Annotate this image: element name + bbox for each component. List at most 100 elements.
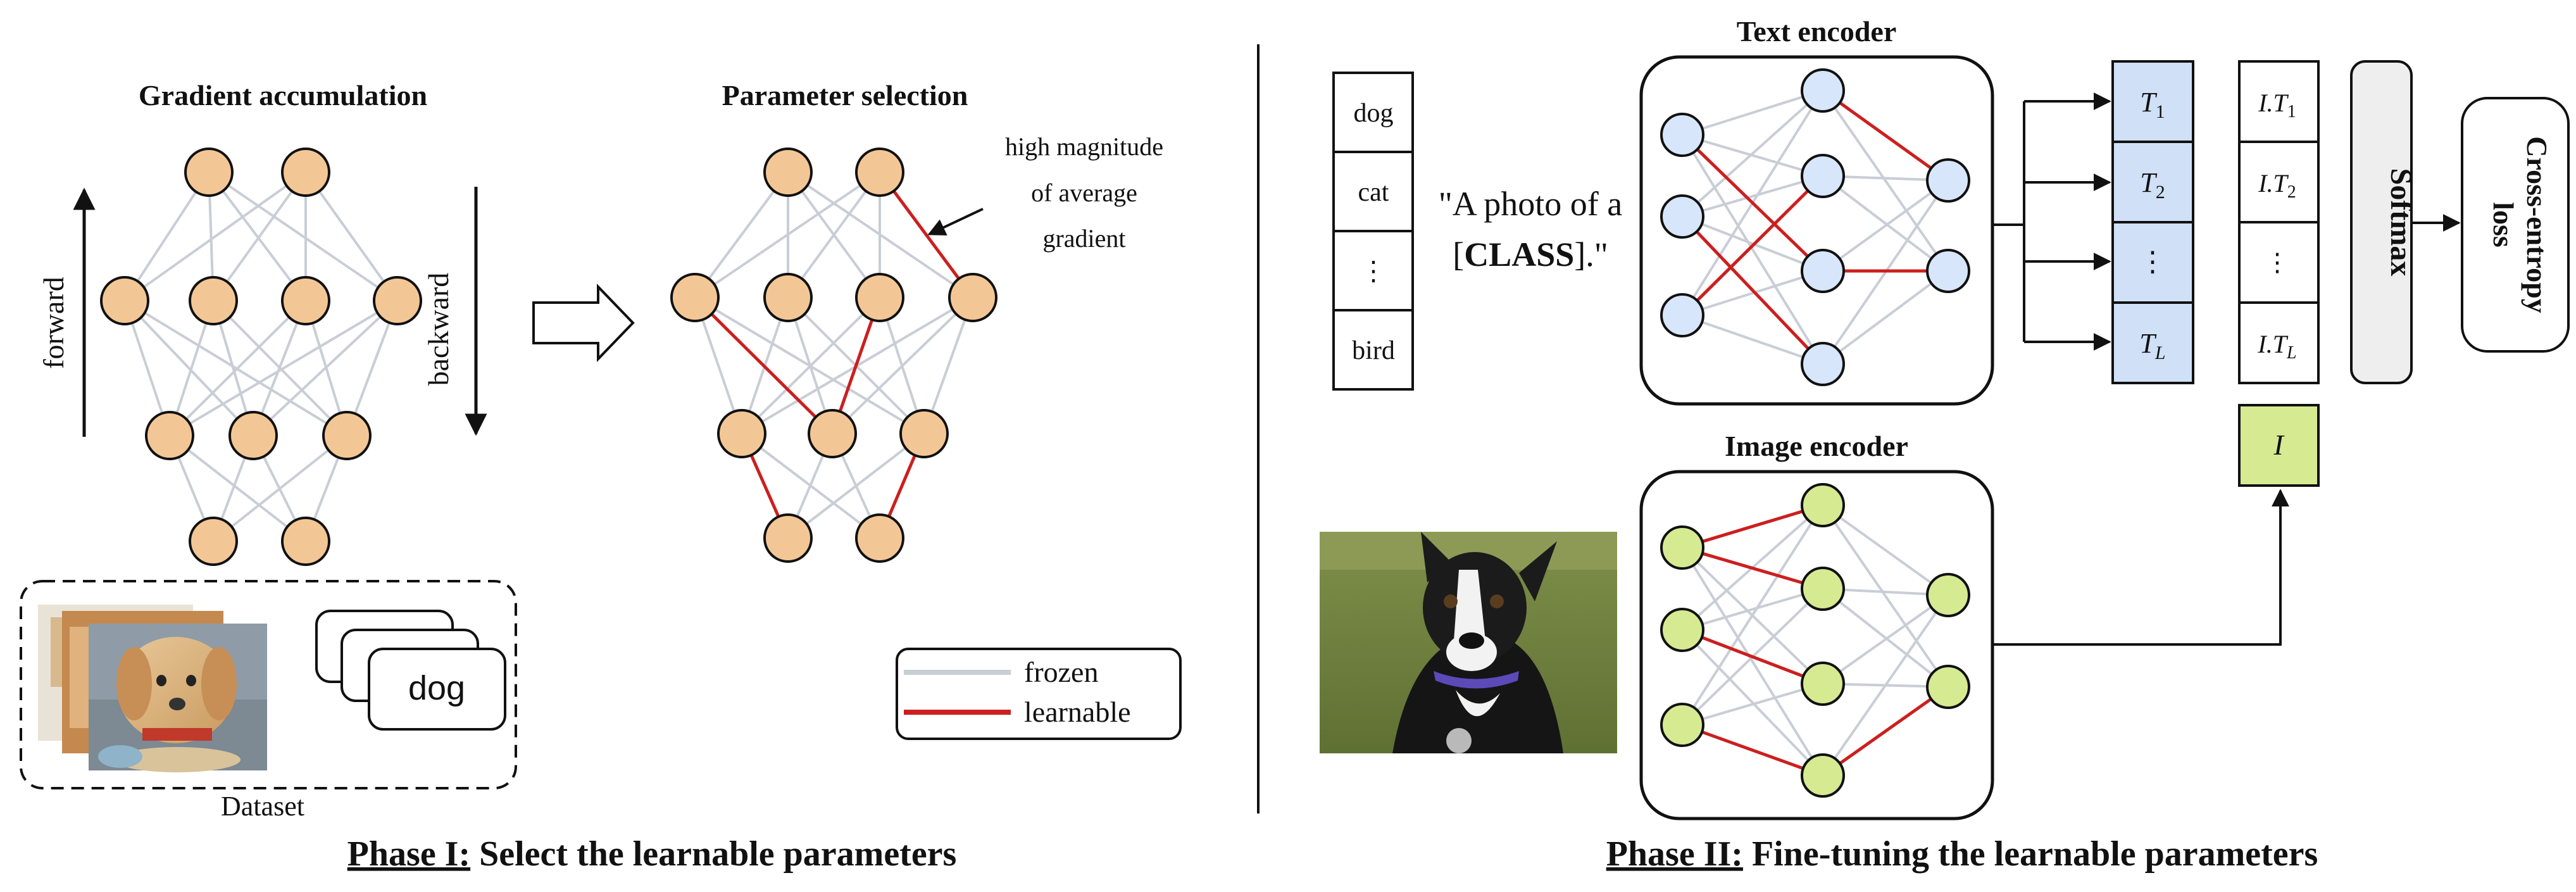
image-encoder-nodes: [1660, 483, 1970, 798]
similarity-cell-3: [2238, 221, 2320, 304]
image-encoder-frozen-edge: [1822, 504, 1949, 596]
gradient-net-frozen-edge: [168, 434, 307, 543]
class-name-dog: dog: [1354, 99, 1394, 128]
gradient-net-frozen-edge: [304, 171, 399, 302]
selection-net-edges: [694, 171, 975, 539]
image-encoder-frozen-edge: [1681, 629, 1824, 777]
image-encoder-frozen-edge: [1681, 546, 1824, 777]
loss-label-line-1: Cross-entropy: [2521, 136, 2553, 313]
annotation-line-2: of average: [1031, 179, 1137, 207]
text-encoder-node: [1660, 194, 1704, 239]
text-encoder-node: [1926, 249, 1970, 293]
gradient-net-frozen-edge: [212, 434, 348, 543]
similarity-it1: I.T1: [2258, 89, 2296, 122]
similarity-it1-base: I.T: [2258, 89, 2289, 117]
gradient-net-nodes: [100, 148, 422, 566]
similarity-it2-sub: 2: [2287, 182, 2296, 202]
image-encoder-frozen-edge: [1682, 587, 1823, 631]
selection-net-nodes: [670, 148, 997, 563]
selection-net-node: [948, 273, 997, 322]
image-encoder-frozen-edge: [1822, 594, 1949, 685]
selection-net-node: [855, 148, 904, 197]
text-encoder-node: [1801, 342, 1845, 386]
selection-net-frozen-edge: [694, 171, 789, 299]
text-encoder-frozen-edge: [1822, 175, 1949, 272]
image-encoder-learnable-edge: [1822, 685, 1949, 777]
phase2-caption-prefix: Phase II:: [1606, 834, 1743, 874]
image-encoder-node: [1801, 567, 1845, 611]
similarity-cell-4: [2238, 301, 2320, 384]
gradient-net-frozen-edge: [168, 299, 307, 437]
image-encoder-learnable-edge: [1682, 546, 1823, 591]
gradient-net-frozen-edge: [123, 171, 210, 302]
selection-net-node: [670, 273, 720, 322]
similarity-cell-2: [2238, 141, 2320, 223]
gradient-net-frozen-edge: [123, 171, 307, 302]
text-encoder-network: [1660, 68, 1970, 386]
transition-arrow: [532, 284, 635, 362]
phase2-caption-rest: Fine-tuning the learnable parameters: [1743, 834, 2318, 874]
selection-net-node: [899, 409, 949, 458]
gradient-accumulation-network: [100, 148, 422, 566]
dataset-box: [20, 580, 517, 789]
similarity-it1-sub: 1: [2287, 102, 2296, 122]
text-encoder-node: [1801, 154, 1845, 198]
selection-net-node: [808, 409, 857, 458]
class-name-cat: cat: [1358, 178, 1389, 207]
loss-block: [2461, 97, 2570, 353]
text-encoder-frozen-edge: [1682, 270, 1823, 317]
selection-net-node: [763, 513, 813, 563]
gradient-net-node: [184, 148, 234, 197]
text-feature-dots-base: ⋮: [2139, 246, 2166, 277]
image-encoder-title: Image encoder: [1725, 430, 1908, 462]
image-encoder-edges: [1681, 503, 1949, 777]
gradient-net-edges: [123, 171, 399, 543]
image-encoder-node: [1660, 608, 1704, 652]
image-encoder-node: [1801, 753, 1845, 798]
text-encoder-frozen-edge: [1682, 89, 1823, 136]
gradient-net-node: [100, 276, 149, 325]
text-feature-tl-sub: L: [2154, 342, 2166, 363]
gradient-net-node: [322, 411, 372, 460]
text-feature-t1: T1: [2140, 87, 2165, 122]
selection-net-frozen-edge: [741, 296, 881, 435]
selection-net-node: [855, 513, 904, 563]
image-encoder-frozen-edge: [1682, 682, 1823, 726]
image-encoder-learnable-edge: [1682, 503, 1823, 550]
text-encoder-title: Text encoder: [1737, 15, 1897, 47]
gradient-net-node: [228, 411, 278, 460]
image-encoder-node: [1660, 703, 1704, 747]
phase1-caption: Phase I: Select the learnable parameters: [347, 834, 957, 874]
gradient-net-frozen-edge: [123, 299, 254, 437]
gradient-net-node: [281, 517, 330, 566]
class-name-bird: bird: [1352, 336, 1395, 365]
dataset-label: Dataset: [221, 791, 304, 822]
gradient-net-frozen-edge: [252, 299, 399, 437]
text-feature-tl-base: T: [2139, 328, 2157, 359]
text-encoder-frozen-edge: [1682, 314, 1823, 365]
softmax-label: Softmax: [2384, 168, 2418, 277]
similarity-itl-base: I.T: [2257, 330, 2288, 358]
image-encoder-frozen-edge: [1681, 504, 1824, 726]
text-encoder-frozen-edge: [1682, 175, 1823, 218]
text-feature-t1-sub: 1: [2156, 101, 2165, 122]
text-encoder-frozen-edge: [1682, 134, 1823, 177]
phase1-caption-rest: Select the learnable parameters: [470, 834, 956, 874]
text-encoder-node: [1926, 158, 1970, 203]
image-encoder-frozen-edge: [1822, 594, 1949, 777]
image-encoder-node: [1660, 525, 1704, 570]
image-encoder-frozen-edge: [1822, 587, 1949, 688]
gradient-accumulation-title: Gradient accumulation: [139, 79, 427, 111]
gradient-net-node: [373, 276, 422, 325]
similarity-it2: I.T2: [2258, 169, 2296, 202]
gradient-net-frozen-edge: [208, 171, 399, 302]
legend-frozen-label: frozen: [1024, 656, 1098, 688]
similarity-column: I.T1 I.T2 ⋮ I.TL: [2238, 60, 2320, 384]
selection-net-node: [763, 273, 813, 322]
prompt-class-token: CLASS: [1464, 236, 1574, 273]
text-feature-cell-4: [2111, 301, 2194, 384]
gradient-net-node: [189, 276, 238, 325]
selection-net-frozen-edge: [787, 432, 925, 539]
text-feature-cell-2: [2111, 141, 2194, 223]
gradient-net-node: [189, 517, 238, 566]
